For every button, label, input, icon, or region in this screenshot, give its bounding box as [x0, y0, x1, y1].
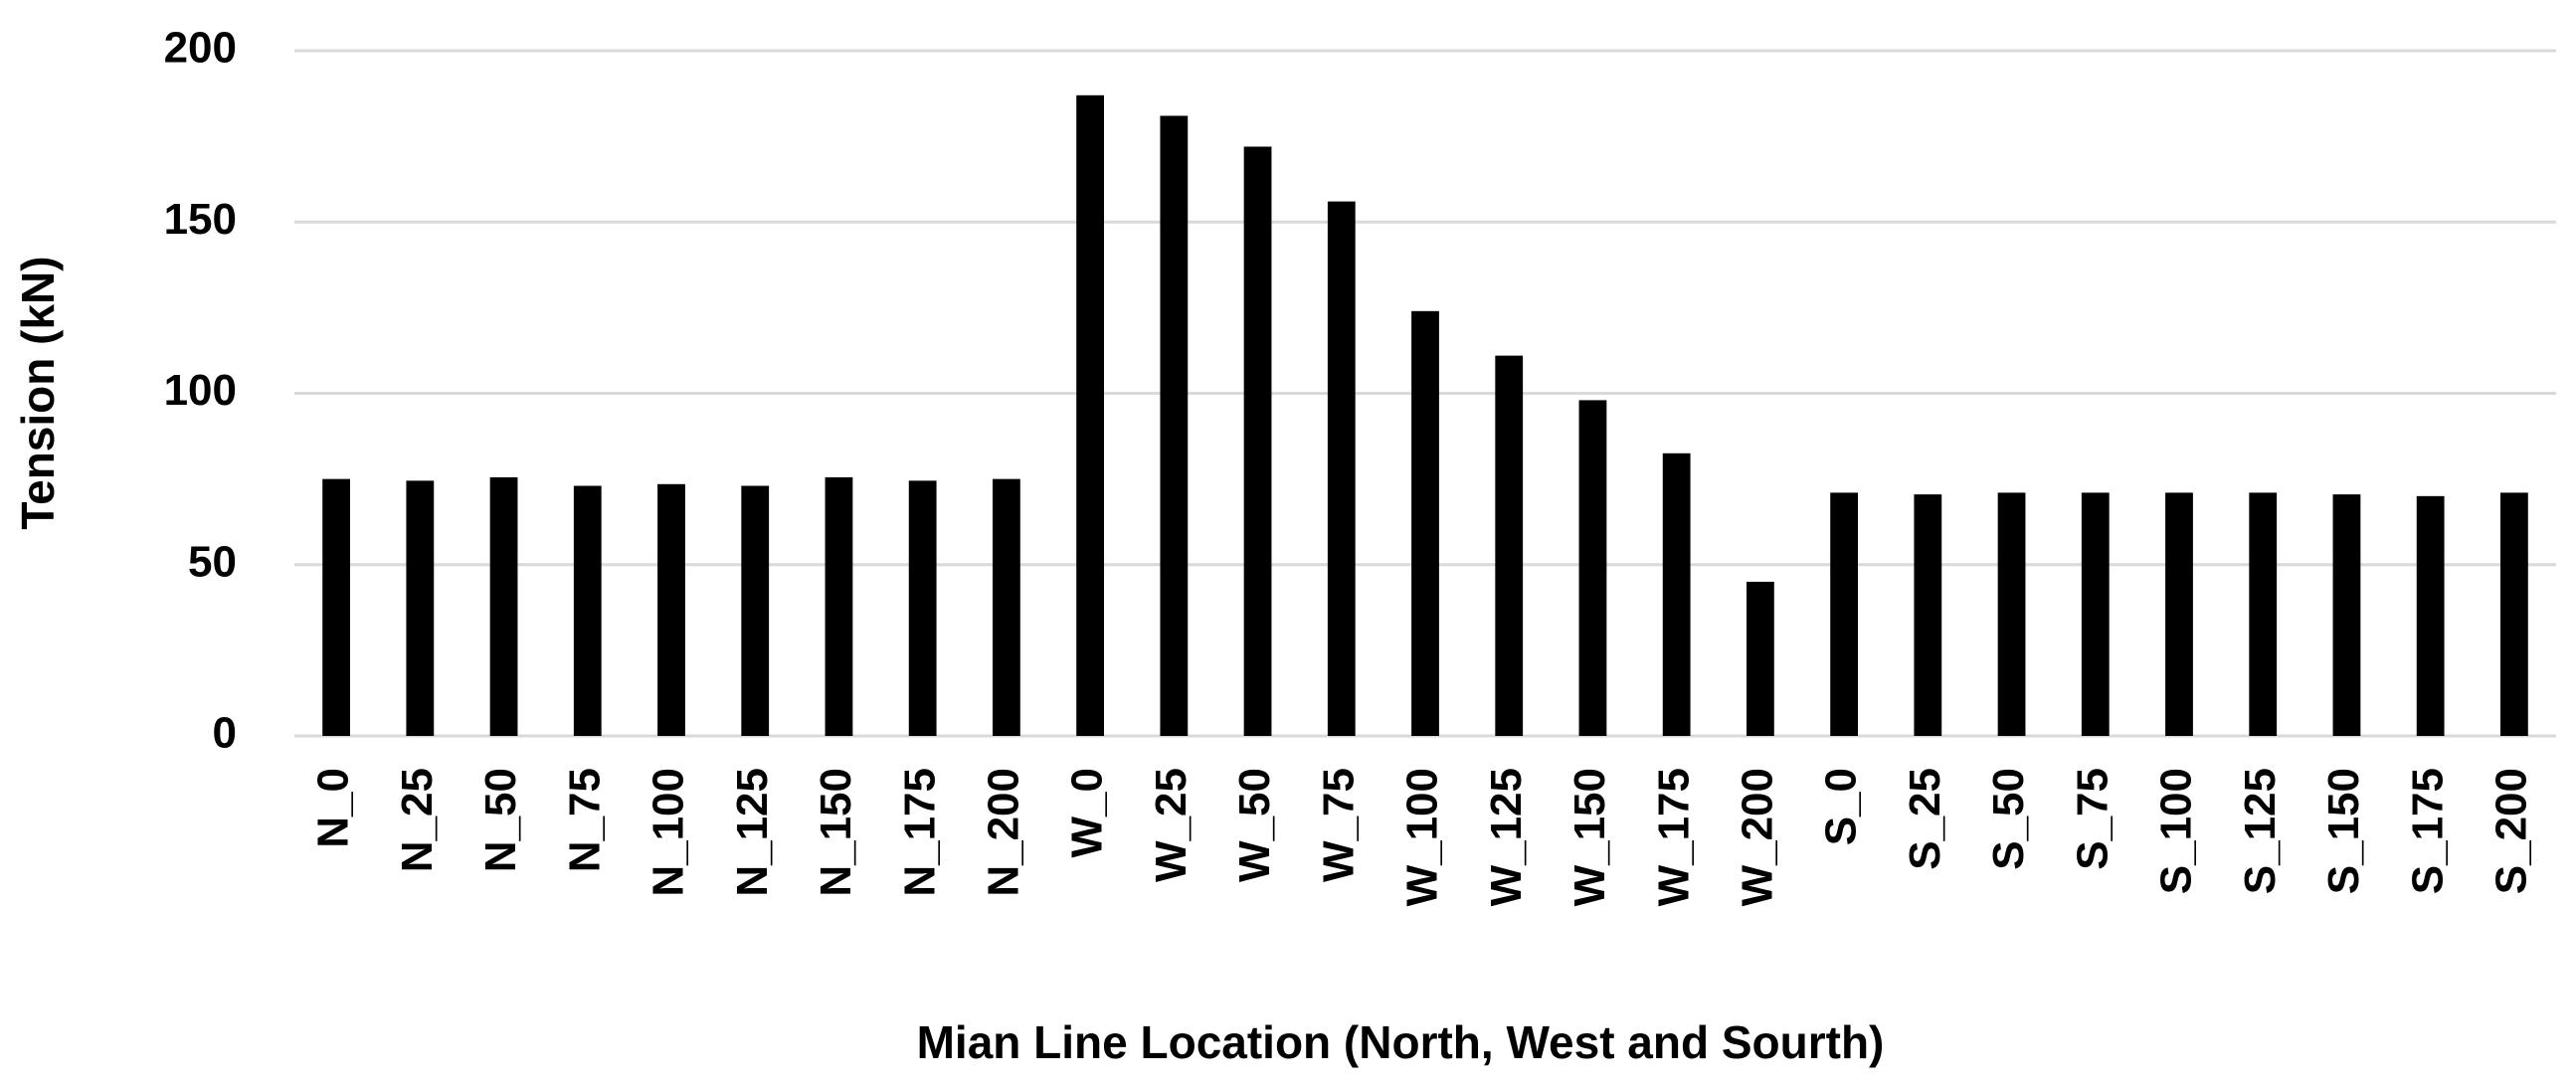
x-tick-label: N_50	[476, 768, 525, 872]
x-tick-label: N_0	[309, 768, 358, 848]
x-tick-label: N_125	[728, 768, 777, 897]
bar	[992, 478, 1020, 736]
bar	[2332, 494, 2361, 736]
bar	[657, 483, 685, 736]
bar	[1830, 492, 1859, 736]
x-tick-label: N_175	[895, 768, 944, 897]
x-axis-title: Mian Line Location (North, West and Sour…	[917, 1016, 1885, 1068]
x-tick-label: N_25	[393, 768, 442, 872]
bar	[1327, 201, 1356, 736]
x-tick-label: W_150	[1565, 768, 1614, 906]
bar	[1243, 146, 1272, 736]
x-tick-label: S_75	[2068, 768, 2116, 870]
x-tick-label: S_25	[1901, 768, 1949, 870]
bar	[1411, 310, 1439, 736]
x-tick-label: W_50	[1230, 768, 1279, 882]
bar	[406, 480, 435, 736]
bar	[1495, 355, 1524, 736]
y-axis-title: Tension (kN)	[12, 256, 64, 529]
x-tick-label: N_100	[644, 768, 693, 897]
bar	[1076, 94, 1105, 736]
y-tick-label: 0	[213, 709, 237, 758]
x-tick-label: S_100	[2152, 768, 2201, 894]
bar	[1746, 581, 1774, 736]
bar	[1662, 453, 1691, 736]
x-tick-label: N_75	[560, 768, 609, 872]
x-tick-label: N_200	[980, 768, 1028, 897]
x-tick-label: S_125	[2236, 768, 2285, 894]
x-tick-label: W_175	[1649, 768, 1698, 906]
x-tick-label: W_100	[1398, 768, 1447, 906]
x-tick-label: S_200	[2487, 768, 2536, 894]
bar	[1160, 115, 1189, 736]
x-tick-label: W_0	[1063, 768, 1112, 857]
bar	[825, 476, 853, 736]
bar	[573, 485, 602, 736]
bar	[1997, 492, 2026, 736]
bar	[1578, 400, 1607, 736]
y-tick-label: 50	[188, 537, 237, 586]
bar	[2416, 495, 2445, 736]
x-tick-label: S_0	[1817, 768, 1866, 845]
bar	[2081, 492, 2110, 736]
x-tick-label: S_150	[2319, 768, 2368, 894]
y-tick-label: 150	[164, 195, 237, 244]
x-tick-label: N_150	[812, 768, 860, 897]
bar	[2499, 492, 2528, 736]
x-tick-label: W_125	[1482, 768, 1531, 906]
x-tick-label: W_200	[1734, 768, 1782, 906]
x-tick-label: W_75	[1314, 768, 1363, 882]
y-tick-label: 200	[164, 24, 237, 73]
bar	[741, 485, 770, 736]
x-tick-label: S_50	[1984, 768, 2033, 870]
bar	[908, 480, 937, 736]
bar	[2249, 492, 2278, 736]
bar	[1914, 494, 1942, 736]
y-tick-label: 100	[164, 366, 237, 415]
x-tick-label: W_25	[1147, 768, 1196, 882]
bar	[2165, 492, 2193, 736]
bar	[489, 476, 518, 736]
bar	[322, 478, 351, 736]
x-tick-label: S_175	[2403, 768, 2452, 894]
